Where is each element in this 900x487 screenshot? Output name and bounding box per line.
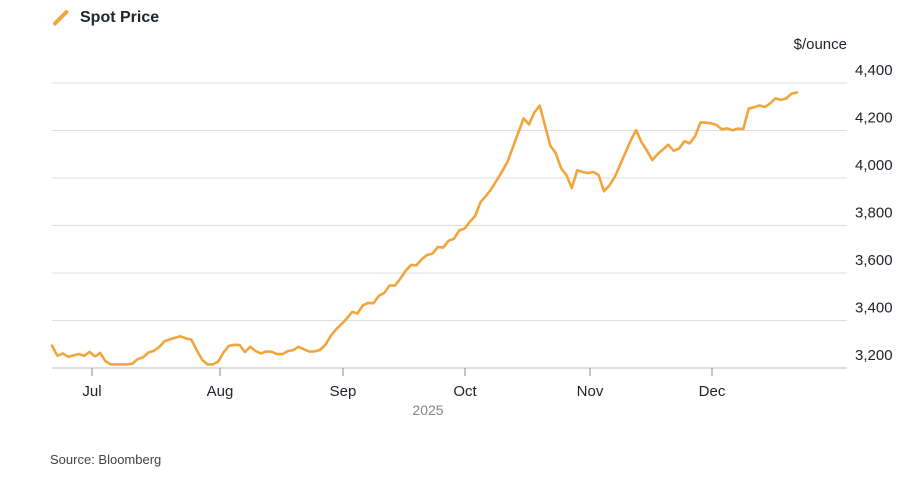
svg-text:Sep: Sep <box>330 383 357 400</box>
svg-text:4,200: 4,200 <box>855 110 893 127</box>
svg-text:3,200: 3,200 <box>855 347 893 364</box>
svg-text:Dec: Dec <box>699 383 726 400</box>
svg-text:Oct: Oct <box>453 383 477 400</box>
svg-text:3,600: 3,600 <box>855 252 893 269</box>
svg-text:4,400: 4,400 <box>855 62 893 79</box>
svg-text:3,400: 3,400 <box>855 300 893 317</box>
svg-text:4,000: 4,000 <box>855 157 893 174</box>
svg-text:Nov: Nov <box>577 383 604 400</box>
svg-text:Aug: Aug <box>207 383 234 400</box>
svg-text:3,800: 3,800 <box>855 205 893 222</box>
svg-text:Jul: Jul <box>82 383 101 400</box>
